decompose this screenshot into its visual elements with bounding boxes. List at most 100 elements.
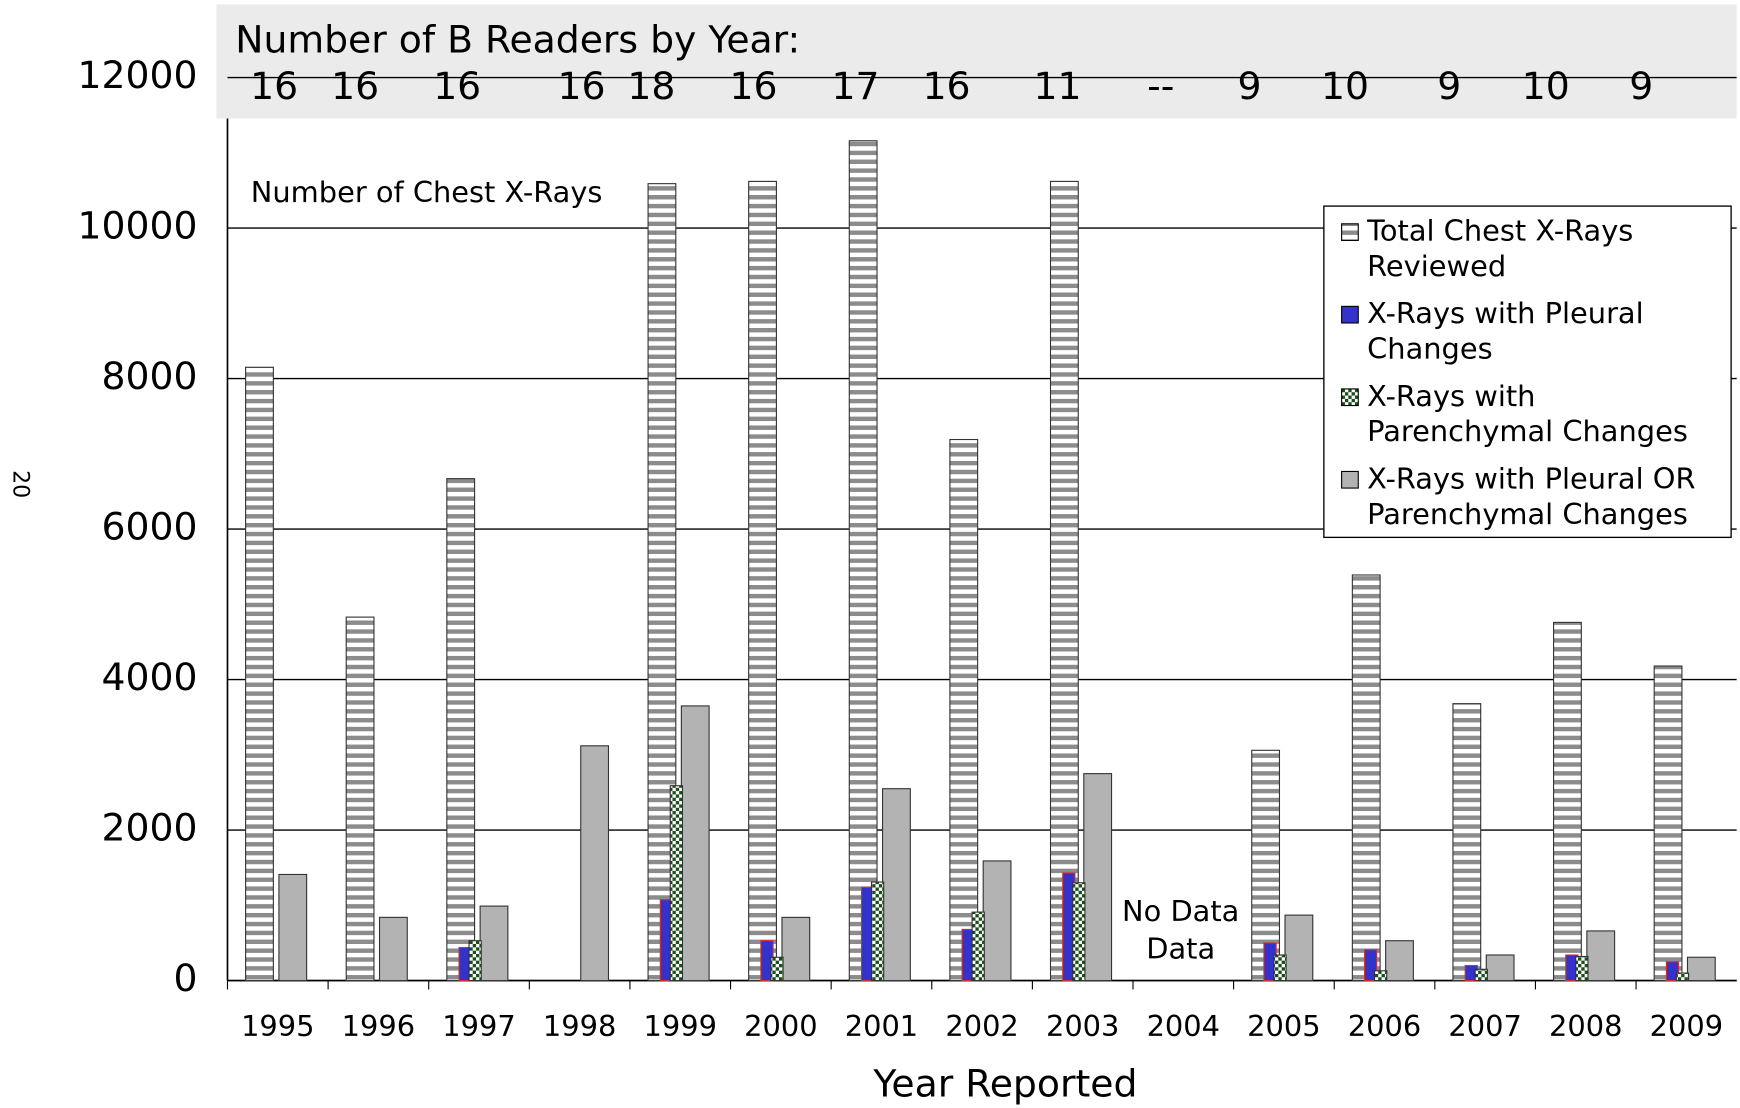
annotation: Data (1146, 932, 1215, 966)
bar (669, 785, 684, 982)
y-tick-label: 6000 (102, 505, 198, 549)
bar (870, 881, 885, 982)
x-tick-label: 2009 (1650, 1009, 1723, 1043)
legend-label: X-Rays with Pleural Changes (1367, 296, 1643, 365)
bar (971, 911, 985, 982)
bar (949, 438, 979, 982)
legend-label: X-Rays with Parenchymal Changes (1367, 379, 1688, 448)
x-tick-label: 1996 (342, 1009, 415, 1043)
bar (1686, 956, 1716, 982)
legend-swatch (1341, 305, 1359, 324)
bar (1474, 968, 1488, 982)
bar (1083, 773, 1113, 982)
x-tick-label: 1998 (543, 1009, 616, 1043)
legend-line: X-Rays with Pleural (1367, 296, 1643, 330)
reader-count: 16 (729, 64, 777, 108)
reader-count: 10 (1321, 64, 1369, 108)
x-tick-label: 1995 (241, 1009, 314, 1043)
reader-count: 16 (433, 64, 481, 108)
legend-line: Total Chest X-Rays (1366, 214, 1633, 248)
reader-count: 9 (1437, 64, 1461, 108)
bar (468, 940, 482, 982)
bar (848, 140, 878, 982)
legend-line: Parenchymal Changes (1367, 497, 1688, 531)
reader-count: 16 (250, 64, 298, 108)
reader-count: 11 (1034, 64, 1082, 108)
reader-count: 10 (1522, 64, 1570, 108)
legend-line: Parenchymal Changes (1367, 414, 1688, 448)
x-tick-label: 2001 (845, 1009, 918, 1043)
legend-line: Reviewed (1367, 249, 1506, 283)
x-tick-label: 2008 (1549, 1009, 1622, 1043)
bar (781, 916, 811, 982)
bar (1363, 949, 1378, 982)
reader-count: 16 (923, 64, 971, 108)
legend-line: Changes (1367, 332, 1493, 366)
x-tick-label: 2000 (744, 1009, 817, 1043)
y-tick-label: 0 (174, 956, 198, 1000)
x-tick-label: 2005 (1247, 1009, 1320, 1043)
bar (1385, 940, 1414, 982)
bar (1665, 961, 1680, 982)
reader-count: -- (1147, 64, 1174, 108)
bar (1553, 621, 1582, 982)
reader-count: 9 (1629, 64, 1653, 108)
y-tick-label: 12000 (78, 53, 198, 97)
reader-count: 18 (627, 64, 675, 108)
bar (1485, 954, 1515, 982)
bar (982, 860, 1012, 982)
legend-swatch (1341, 388, 1359, 407)
bar (748, 180, 777, 982)
y-tick-label: 10000 (78, 204, 198, 248)
bar (345, 616, 375, 982)
x-tick-label: 2002 (945, 1009, 1018, 1043)
bar (1675, 972, 1690, 982)
bar (1653, 665, 1683, 982)
x-tick-label: 2003 (1046, 1009, 1119, 1043)
legend-line: X-Rays with (1367, 379, 1535, 413)
bar (1273, 954, 1287, 982)
bar (1251, 749, 1281, 982)
legend-label: X-Rays with Pleural OR Parenchymal Change… (1367, 461, 1695, 530)
x-tick-label: 1999 (644, 1009, 717, 1043)
bar (1373, 970, 1388, 982)
reader-count: 16 (557, 64, 605, 108)
legend-swatch (1341, 223, 1359, 241)
bar (1452, 703, 1482, 982)
legend-line: X-Rays with Pleural OR (1367, 461, 1695, 495)
bar (446, 478, 476, 982)
bar (580, 745, 610, 982)
bar (245, 366, 274, 982)
reader-count: 9 (1238, 64, 1262, 108)
bar (378, 916, 408, 982)
bar (882, 788, 911, 982)
bar (1351, 574, 1381, 982)
x-tick-label: 2007 (1448, 1009, 1521, 1043)
bar (770, 956, 784, 982)
annotation: No Data (1122, 894, 1239, 928)
bar (278, 873, 308, 982)
y-tick-label: 4000 (102, 655, 198, 699)
bar (1284, 914, 1314, 982)
bar (479, 905, 509, 982)
x-tick-label: 2004 (1147, 1009, 1220, 1043)
bar (680, 705, 710, 982)
annotation: Number of Chest X-Rays (251, 175, 603, 209)
reader-count: 16 (331, 64, 379, 108)
legend-box (1323, 205, 1732, 539)
x-axis-label: Year Reported (872, 1061, 1137, 1105)
chart-title: Number of B Readers by Year: (235, 18, 800, 62)
bar (1575, 955, 1589, 982)
page-number: 20 (7, 470, 33, 498)
bar (1049, 180, 1079, 982)
bar (1072, 882, 1086, 982)
x-tick-label: 2006 (1348, 1009, 1421, 1043)
bar (1586, 930, 1616, 982)
legend-label: Total Chest X-Rays Reviewed (1366, 214, 1633, 283)
x-tick-label: 1997 (442, 1009, 515, 1043)
y-tick-label: 2000 (102, 806, 198, 850)
header-band (216, 4, 1737, 119)
reader-count: 17 (832, 64, 880, 108)
legend-swatch (1341, 470, 1359, 489)
